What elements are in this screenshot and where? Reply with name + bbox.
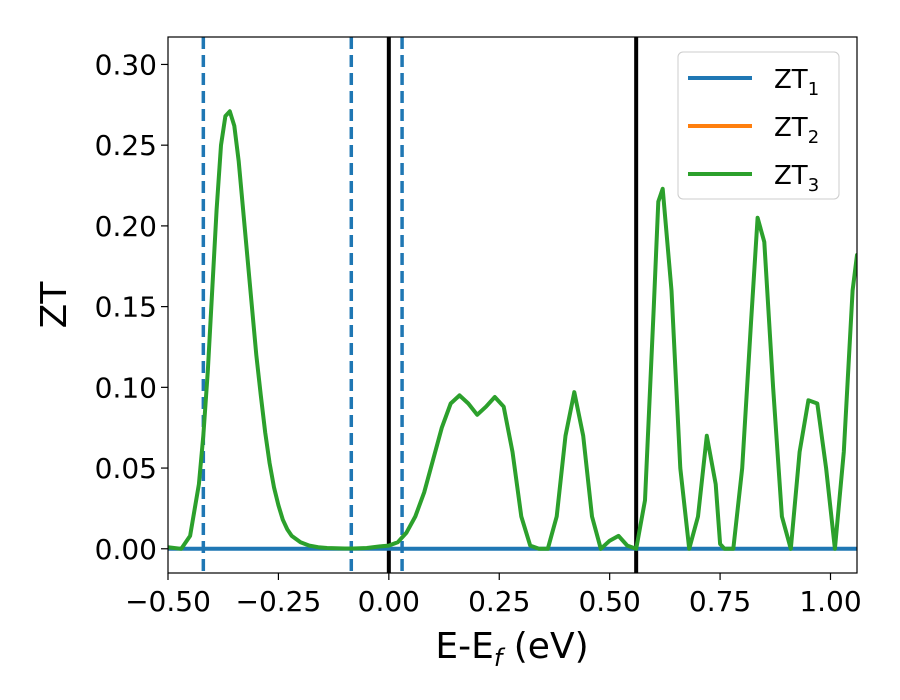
y-tick-label: 0.15 [95,291,157,324]
series-lines [168,109,857,551]
y-axis-label: ZT [34,281,75,329]
x-tick-label: −0.50 [125,585,211,618]
x-tick-label: 0.75 [689,585,751,618]
legend-box [677,51,840,200]
x-axis-label-main: E-E [435,626,493,667]
x-axis-label-unit: (eV) [502,626,588,667]
legend: ZT1 ZT2 ZT3 [677,51,840,200]
vertical-reference-lines [201,37,639,573]
y-tick-label: 0.10 [95,371,157,404]
y-tick-label: 0.30 [95,48,157,81]
y-tick-label: 0.25 [95,129,157,162]
legend-label-1: ZT1 [774,65,819,100]
y-tick-label: 0.05 [95,452,157,485]
x-axis-ticks: −0.50 −0.25 0.00 0.25 0.50 0.75 1.00 [125,573,862,618]
x-axis-label: E-Ef (eV) [435,626,588,672]
plot-frame [167,36,858,574]
x-tick-label: 1.00 [799,585,861,618]
y-tick-label: 0.00 [95,533,157,566]
y-tick-label: 0.20 [95,210,157,243]
x-tick-label: 0.50 [578,585,640,618]
x-tick-label: 0.25 [468,585,530,618]
legend-label-3: ZT3 [774,161,819,196]
x-tick-label: 0.00 [358,585,420,618]
x-tick-label: −0.25 [236,585,322,618]
series-line-3 [168,109,857,551]
legend-label-2: ZT2 [774,113,819,148]
y-axis-ticks: 0.00 0.05 0.10 0.15 0.20 0.25 0.30 [95,48,168,566]
